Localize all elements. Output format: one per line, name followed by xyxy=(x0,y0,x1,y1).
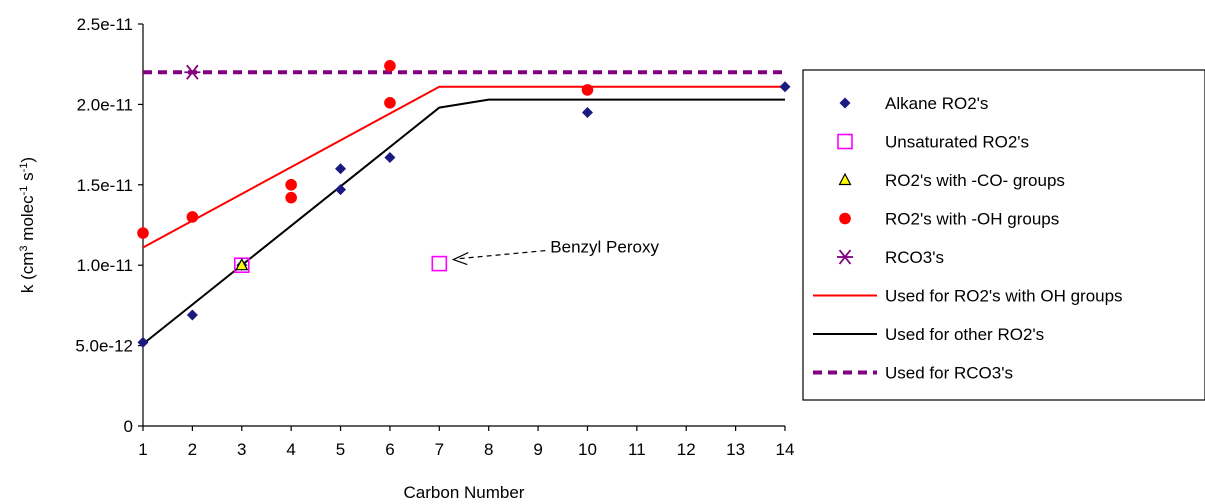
x-tick-label: 8 xyxy=(484,440,493,459)
x-tick-label: 1 xyxy=(138,440,147,459)
legend-entry: Unsaturated RO2's xyxy=(837,133,1029,152)
data-point xyxy=(235,257,249,271)
legend-entry: Alkane RO2's xyxy=(839,94,988,113)
y-tick-label: 1.0e-11 xyxy=(77,256,133,275)
legend-marker xyxy=(837,133,853,150)
legend-box xyxy=(802,69,1205,401)
legend-entry: RO2's with -OH groups xyxy=(839,210,1059,229)
x-tick-label: 9 xyxy=(533,440,542,459)
y-axis-title: k (cm3 molec-1 s-1) xyxy=(18,157,37,293)
x-tick-label: 13 xyxy=(726,440,745,459)
data-point xyxy=(581,84,594,96)
legend-entry: RO2's with -CO- groups xyxy=(838,171,1065,190)
x-tick-label: 3 xyxy=(237,440,246,459)
x-tick-label: 11 xyxy=(628,440,646,459)
x-tick-label: 7 xyxy=(435,440,444,459)
data-point xyxy=(137,336,149,348)
asterisk-stroke xyxy=(838,249,852,265)
x-tick-label: 5 xyxy=(336,440,345,459)
x-tick-label: 12 xyxy=(677,440,696,459)
legend-marker xyxy=(837,249,853,265)
y-tick-label: 5.0e-12 xyxy=(75,337,133,356)
legend-entry: Used for RO2's with OH groups xyxy=(813,287,1123,306)
data-point xyxy=(779,81,791,93)
legend-entry: Used for RCO3's xyxy=(813,364,1013,383)
annotation-arrow-head xyxy=(451,252,469,266)
legend-label: RO2's with -CO- groups xyxy=(885,171,1065,190)
x-tick-label: 2 xyxy=(188,440,197,459)
data-point xyxy=(285,179,297,191)
data-point xyxy=(186,211,199,223)
data-point xyxy=(184,64,201,80)
x-tick-label: 14 xyxy=(776,440,795,459)
legend-label: Used for other RO2's xyxy=(885,325,1044,344)
legend-marker xyxy=(838,172,852,186)
annotation-arrow-line xyxy=(459,249,546,260)
legend-entry: RCO3's xyxy=(837,248,944,267)
data-point xyxy=(384,151,396,163)
data-point xyxy=(335,163,347,175)
asterisk-stroke xyxy=(186,64,199,80)
x-tick-label: 4 xyxy=(286,440,295,459)
legend-label: Alkane RO2's xyxy=(885,94,988,113)
data-point xyxy=(285,191,297,204)
legend-label: RO2's with -OH groups xyxy=(885,210,1059,229)
legend-label: RCO3's xyxy=(885,248,944,267)
annotation-text: Benzyl Peroxy xyxy=(550,238,659,257)
x-tick-label: 6 xyxy=(385,440,394,459)
data-point xyxy=(431,255,448,272)
legend-marker xyxy=(839,97,851,109)
series-line xyxy=(142,85,785,249)
y-tick-label: 0 xyxy=(124,417,133,436)
data-point xyxy=(384,60,396,72)
y-tick-label: 2.5e-11 xyxy=(77,15,133,34)
legend-label: Unsaturated RO2's xyxy=(885,133,1029,152)
data-point xyxy=(581,106,593,118)
legend-label: Used for RO2's with OH groups xyxy=(885,287,1123,306)
y-tick-label: 2.0e-11 xyxy=(77,95,133,114)
y-tick-label: 1.5e-11 xyxy=(77,176,133,195)
data-point xyxy=(137,227,149,239)
data-point xyxy=(384,96,396,109)
legend-entry: Used for other RO2's xyxy=(813,325,1044,344)
legend-marker xyxy=(839,212,851,225)
series-line xyxy=(142,98,785,345)
data-point xyxy=(186,309,198,321)
data-point xyxy=(335,184,347,196)
legend-label: Used for RCO3's xyxy=(885,364,1013,383)
x-axis-title: Carbon Number xyxy=(404,483,525,502)
x-tick-label: 10 xyxy=(578,440,597,459)
